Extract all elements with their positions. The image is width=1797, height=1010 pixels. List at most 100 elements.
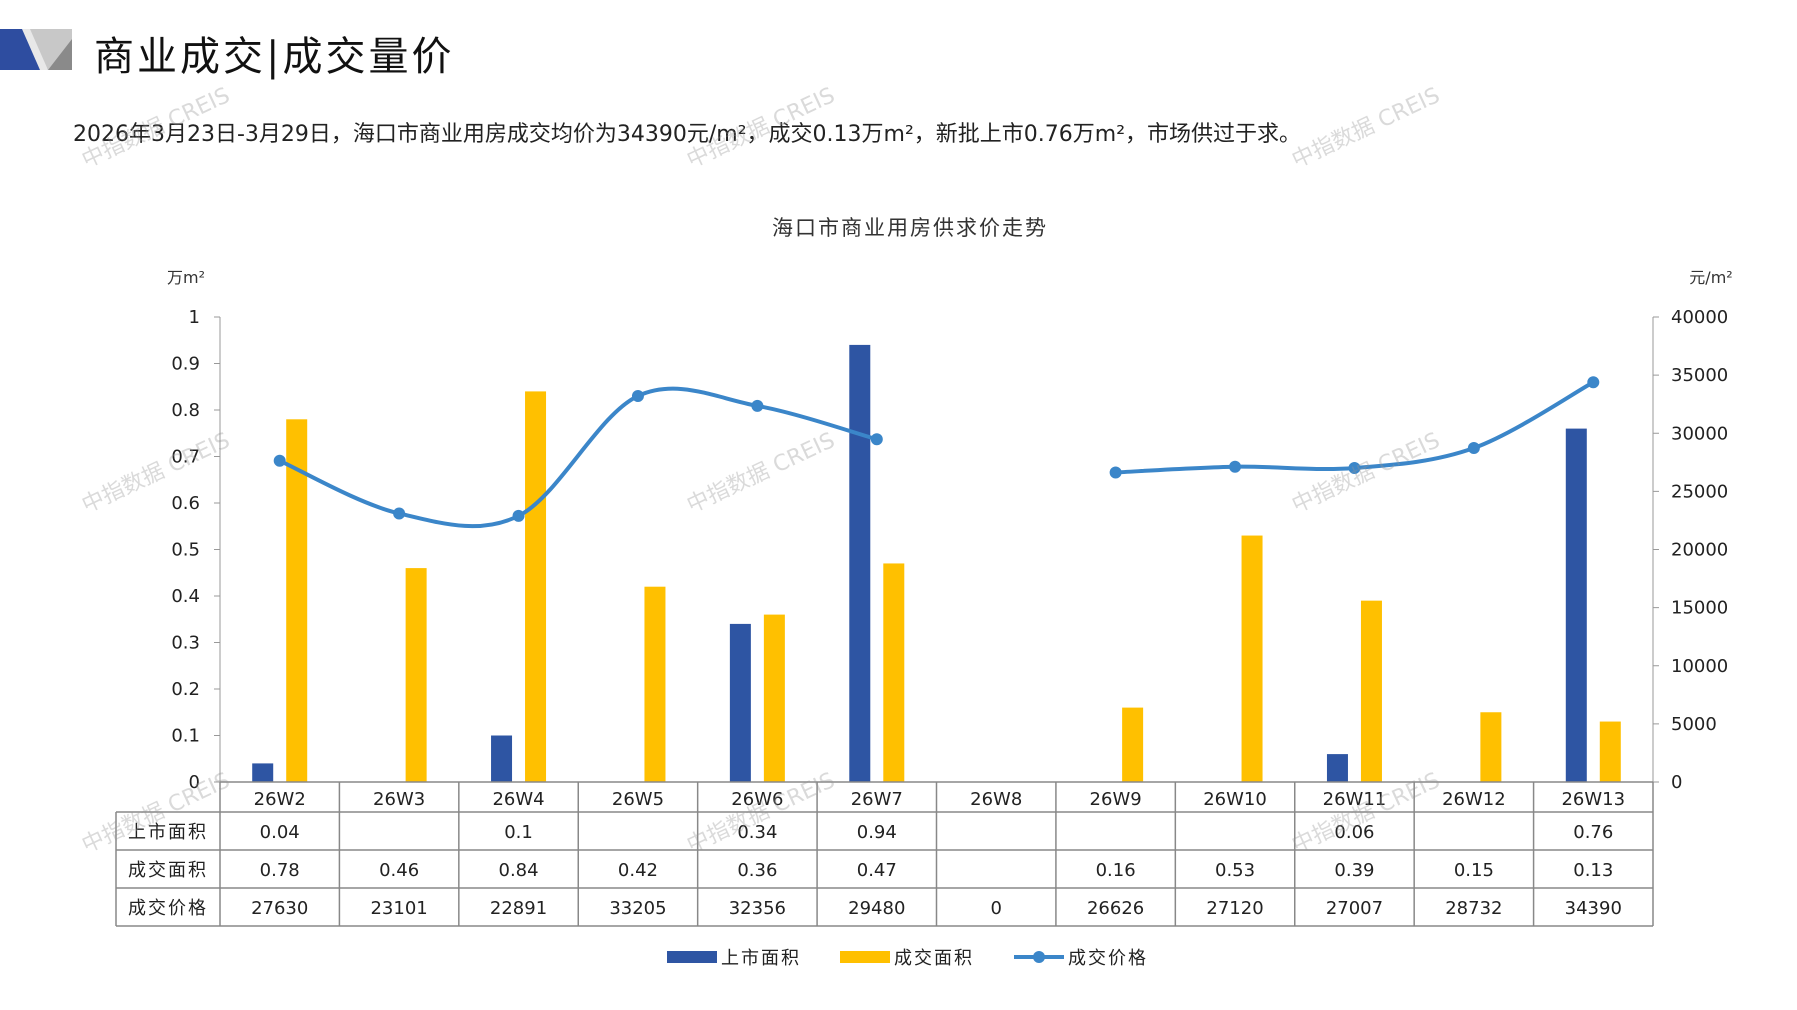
- category-label: 26W8: [970, 789, 1022, 810]
- table-cell: 28732: [1445, 898, 1502, 919]
- bar-listed: [849, 344, 871, 782]
- price-point: [1587, 376, 1600, 389]
- table-cell: 0: [990, 898, 1001, 919]
- table-cell: 27120: [1206, 898, 1263, 919]
- left-axis-unit: 万m²: [167, 268, 205, 287]
- category-label: 26W5: [612, 789, 664, 810]
- category-label: 26W12: [1442, 789, 1506, 810]
- table-cell: 26626: [1087, 898, 1144, 919]
- table-cell: 0.16: [1096, 860, 1136, 881]
- right-tick-label: 20000: [1671, 540, 1728, 561]
- table-cell: 0.47: [857, 860, 897, 881]
- bar-sold: [1241, 535, 1263, 782]
- table-cell: 0.13: [1573, 860, 1613, 881]
- table-cell: 34390: [1565, 898, 1622, 919]
- table-cell: 32356: [729, 898, 786, 919]
- right-tick-label: 10000: [1671, 656, 1728, 677]
- legend-swatch-price-marker: [1033, 951, 1045, 963]
- bar-sold: [525, 391, 547, 782]
- table-cell: 23101: [370, 898, 427, 919]
- category-label: 26W13: [1561, 789, 1625, 810]
- left-tick-label: 0.1: [171, 726, 200, 747]
- table-cell: 0.84: [499, 860, 539, 881]
- bar-listed: [729, 623, 751, 782]
- bar-sold: [405, 568, 427, 782]
- right-tick-label: 35000: [1671, 365, 1728, 386]
- category-label: 26W10: [1203, 789, 1267, 810]
- table-cell: 0.36: [737, 860, 777, 881]
- table-cell: 0.39: [1334, 860, 1374, 881]
- bar-sold: [1599, 721, 1621, 782]
- table-cell: 0.53: [1215, 860, 1255, 881]
- category-label: 26W9: [1090, 789, 1142, 810]
- left-tick-label: 0.6: [171, 493, 200, 514]
- summary-text: 2026年3月23日-3月29日，海口市商业用房成交均价为34390元/m²，成…: [73, 122, 1302, 147]
- left-tick-label: 0.7: [171, 447, 200, 468]
- table-cell: 29480: [848, 898, 905, 919]
- category-label: 26W2: [254, 789, 306, 810]
- left-tick-label: 1: [189, 307, 200, 328]
- right-tick-label: 0: [1671, 772, 1682, 793]
- category-label: 26W11: [1323, 789, 1387, 810]
- left-tick-label: 0.5: [171, 540, 200, 561]
- price-point: [1229, 460, 1242, 473]
- bar-sold: [1480, 712, 1502, 782]
- right-tick-label: 15000: [1671, 598, 1728, 619]
- table-cell: 0.34: [737, 822, 777, 843]
- bar-sold: [286, 419, 308, 782]
- legend-label: 上市面积: [721, 948, 801, 969]
- table-cell: 0.46: [379, 860, 419, 881]
- legend-swatch-sold: [840, 951, 890, 963]
- table-cell: 0.42: [618, 860, 658, 881]
- bar-listed: [252, 763, 274, 782]
- price-point: [393, 507, 406, 520]
- table-cell: 0.1: [504, 822, 533, 843]
- left-tick-label: 0.8: [171, 400, 200, 421]
- right-tick-label: 5000: [1671, 714, 1717, 735]
- left-tick-label: 0.3: [171, 633, 200, 654]
- left-tick-label: 0: [189, 772, 200, 793]
- table-cell: 0.06: [1334, 822, 1374, 843]
- price-point: [512, 509, 525, 522]
- table-cell: 0.15: [1454, 860, 1494, 881]
- bar-sold: [883, 563, 905, 782]
- left-tick-label: 0.9: [171, 354, 200, 375]
- table-cell: 0.78: [260, 860, 300, 881]
- price-point: [1348, 462, 1361, 475]
- table-cell: 27007: [1326, 898, 1383, 919]
- bar-sold: [644, 586, 666, 782]
- price-point: [751, 399, 764, 412]
- price-point: [1109, 466, 1122, 479]
- price-point: [631, 389, 644, 402]
- table-row-label: 成交价格: [128, 898, 208, 919]
- bar-listed: [1326, 754, 1348, 782]
- category-label: 26W6: [731, 789, 783, 810]
- category-label: 26W4: [492, 789, 544, 810]
- table-cell: 27630: [251, 898, 308, 919]
- bar-sold: [763, 614, 785, 782]
- category-label: 26W7: [851, 789, 903, 810]
- right-tick-label: 30000: [1671, 423, 1728, 444]
- table-cell: 33205: [609, 898, 666, 919]
- page-title: 商业成交|成交量价: [94, 34, 455, 80]
- legend-label: 成交价格: [1068, 948, 1148, 969]
- table-row-label: 成交面积: [128, 860, 208, 881]
- table-cell: 0.76: [1573, 822, 1613, 843]
- left-tick-label: 0.4: [171, 586, 200, 607]
- table-cell: 22891: [490, 898, 547, 919]
- bar-sold: [1360, 600, 1382, 782]
- chart-title: 海口市商业用房供求价走势: [772, 216, 1048, 240]
- table-row-label: 上市面积: [128, 822, 208, 843]
- bar-listed: [491, 735, 513, 782]
- legend-swatch-listed: [667, 951, 717, 963]
- right-tick-label: 25000: [1671, 481, 1728, 502]
- right-tick-label: 40000: [1671, 307, 1728, 328]
- legend-label: 成交面积: [894, 948, 974, 969]
- price-line: [1115, 380, 1595, 475]
- bar-listed: [1565, 428, 1587, 782]
- price-point: [273, 454, 286, 467]
- price-point: [870, 433, 883, 446]
- price-line: [278, 386, 878, 529]
- price-point: [1467, 441, 1480, 454]
